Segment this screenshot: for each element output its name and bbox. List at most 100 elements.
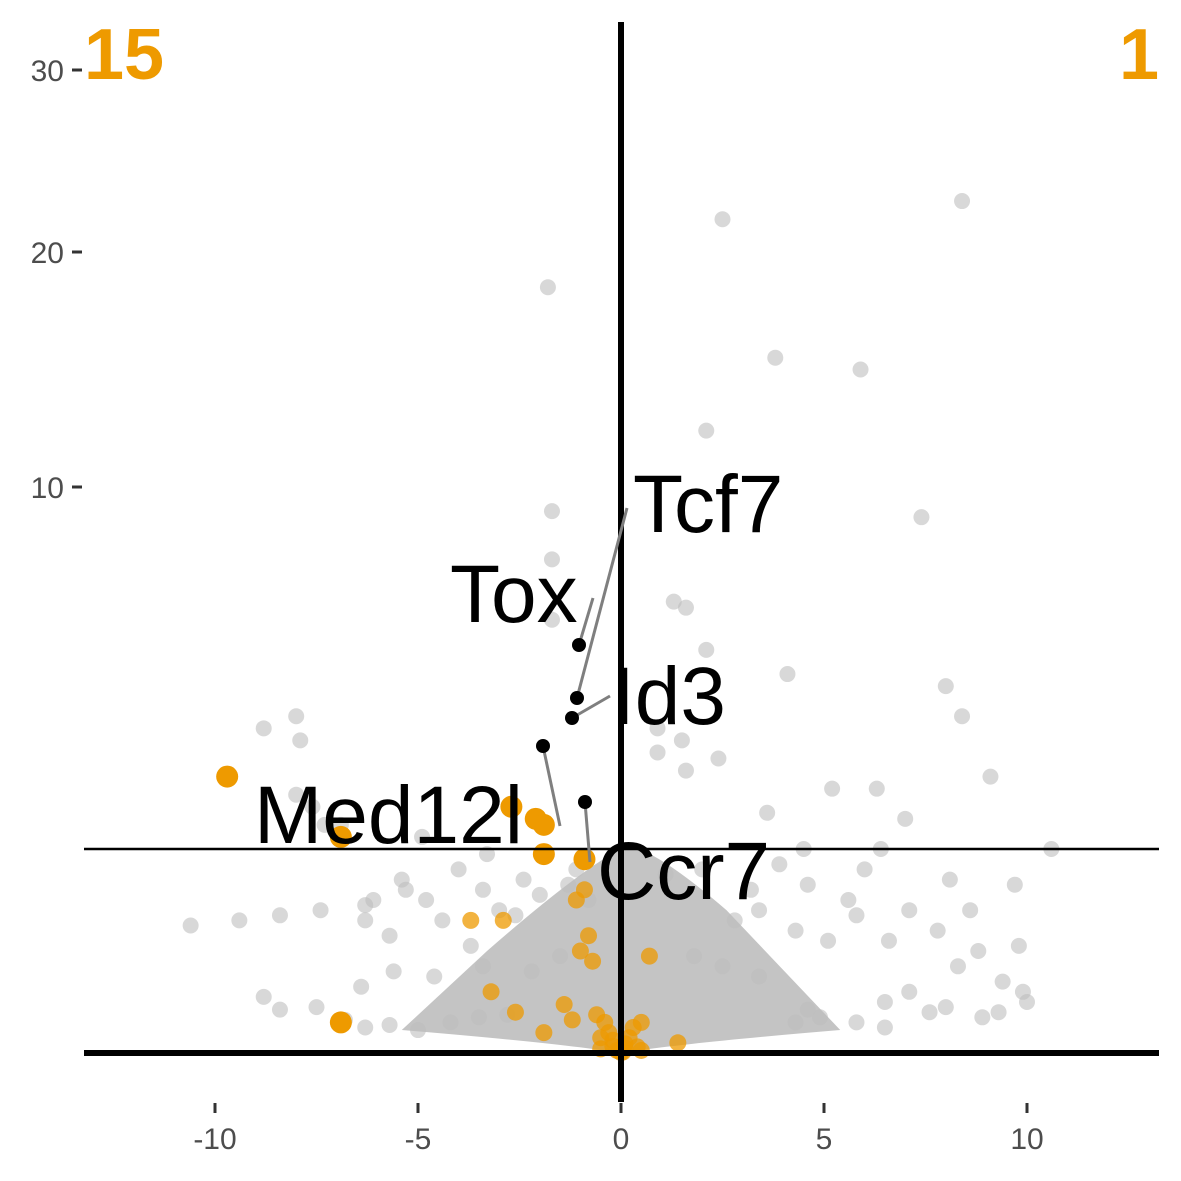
background-point: [686, 948, 703, 965]
background-point: [698, 641, 715, 658]
highlight-point: [580, 927, 598, 945]
highlight-point: [575, 881, 593, 899]
background-point: [726, 912, 743, 929]
background-point: [543, 611, 560, 628]
background-point: [649, 744, 666, 761]
background-point: [771, 856, 788, 873]
x-tick-label: -5: [405, 1123, 432, 1156]
labeled-points: [536, 638, 592, 809]
background-point: [531, 886, 548, 903]
background-point: [876, 994, 893, 1010]
background-point: [523, 963, 540, 980]
highlight-point: [506, 1003, 524, 1021]
label-connector: [575, 507, 629, 699]
background-point: [913, 509, 930, 526]
label-connectors: [541, 507, 629, 863]
gene-label: Id3: [612, 651, 726, 742]
background-point: [937, 999, 954, 1016]
background-point: [304, 798, 321, 815]
background-point: [552, 948, 569, 965]
highlight-point: [462, 911, 480, 929]
background-point: [982, 768, 999, 785]
background-point: [941, 871, 958, 888]
highlight-point: [555, 996, 573, 1014]
highlight-point: [669, 1034, 687, 1052]
background-point: [271, 1001, 288, 1018]
background-point: [657, 866, 674, 883]
background-point: [539, 279, 556, 296]
background-point: [901, 983, 918, 1000]
background-point: [710, 750, 727, 767]
x-axis-ticks: -10 -5 0 5 10: [193, 1103, 1044, 1156]
background-point: [1010, 937, 1027, 954]
background-point: [316, 816, 333, 833]
background-point: [848, 907, 865, 924]
background-point: [474, 958, 491, 975]
background-point: [397, 881, 414, 898]
background-point: [937, 678, 954, 695]
gene-label: Tox: [450, 549, 578, 640]
highlight-point: [216, 765, 239, 788]
background-point: [288, 708, 305, 725]
background-point: [543, 503, 560, 520]
highlight-point: [329, 1011, 352, 1034]
background-point: [271, 907, 288, 924]
background-point: [880, 932, 897, 949]
background-point: [824, 780, 841, 797]
background-point: [751, 968, 768, 985]
highlight-point: [532, 813, 555, 836]
gene-labels: Tcf7 Tox Id3 Med12l Ccr7: [254, 459, 783, 917]
background-point: [799, 1001, 816, 1018]
background-point: [450, 861, 467, 878]
highlight-point: [500, 795, 523, 818]
background-point: [474, 881, 491, 898]
y-tick-label: 10: [31, 472, 64, 505]
background-point: [255, 988, 272, 1005]
background-point: [182, 917, 199, 934]
highlight-point: [494, 911, 512, 929]
background-point: [990, 1004, 1007, 1021]
y-axis-ticks: 10 20 30: [31, 55, 82, 505]
highlight-point: [573, 848, 596, 871]
highlight-point: [563, 1011, 581, 1029]
background-point: [462, 937, 479, 954]
labeled-point: [570, 691, 584, 705]
background-point: [840, 892, 857, 908]
label-connector: [577, 597, 595, 646]
background-point: [385, 963, 402, 980]
background-point: [365, 892, 382, 908]
background-point: [255, 720, 272, 737]
background-point: [954, 708, 971, 725]
background-point: [949, 958, 966, 975]
background-point: [848, 1014, 865, 1031]
background-point: [852, 361, 869, 378]
label-connector: [571, 694, 611, 720]
highlight-point: [640, 947, 658, 965]
highlight-point: [571, 942, 589, 960]
background-point: [779, 666, 796, 683]
down-count: 15: [84, 15, 164, 95]
up-count: 1: [1119, 15, 1159, 95]
background-point: [811, 1009, 828, 1026]
background-point: [381, 927, 398, 944]
background-point: [787, 922, 804, 939]
background-point: [787, 1014, 804, 1031]
background-point: [994, 973, 1011, 990]
background-point: [231, 912, 248, 929]
highlight-point: [329, 825, 352, 848]
background-point: [410, 1022, 426, 1039]
background-point: [694, 861, 711, 878]
x-tick-label: 10: [1010, 1123, 1043, 1156]
background-point: [799, 876, 816, 893]
background-point: [876, 1019, 893, 1036]
background-point: [353, 978, 370, 995]
y-tick-label: 20: [31, 237, 64, 270]
gene-label: Tcf7: [633, 459, 783, 550]
highlight-point: [600, 1024, 618, 1042]
gene-label: Ccr7: [597, 826, 770, 917]
background-point: [357, 912, 374, 929]
label-connector: [583, 801, 592, 863]
background-point: [901, 902, 918, 919]
background-point: [751, 902, 768, 919]
